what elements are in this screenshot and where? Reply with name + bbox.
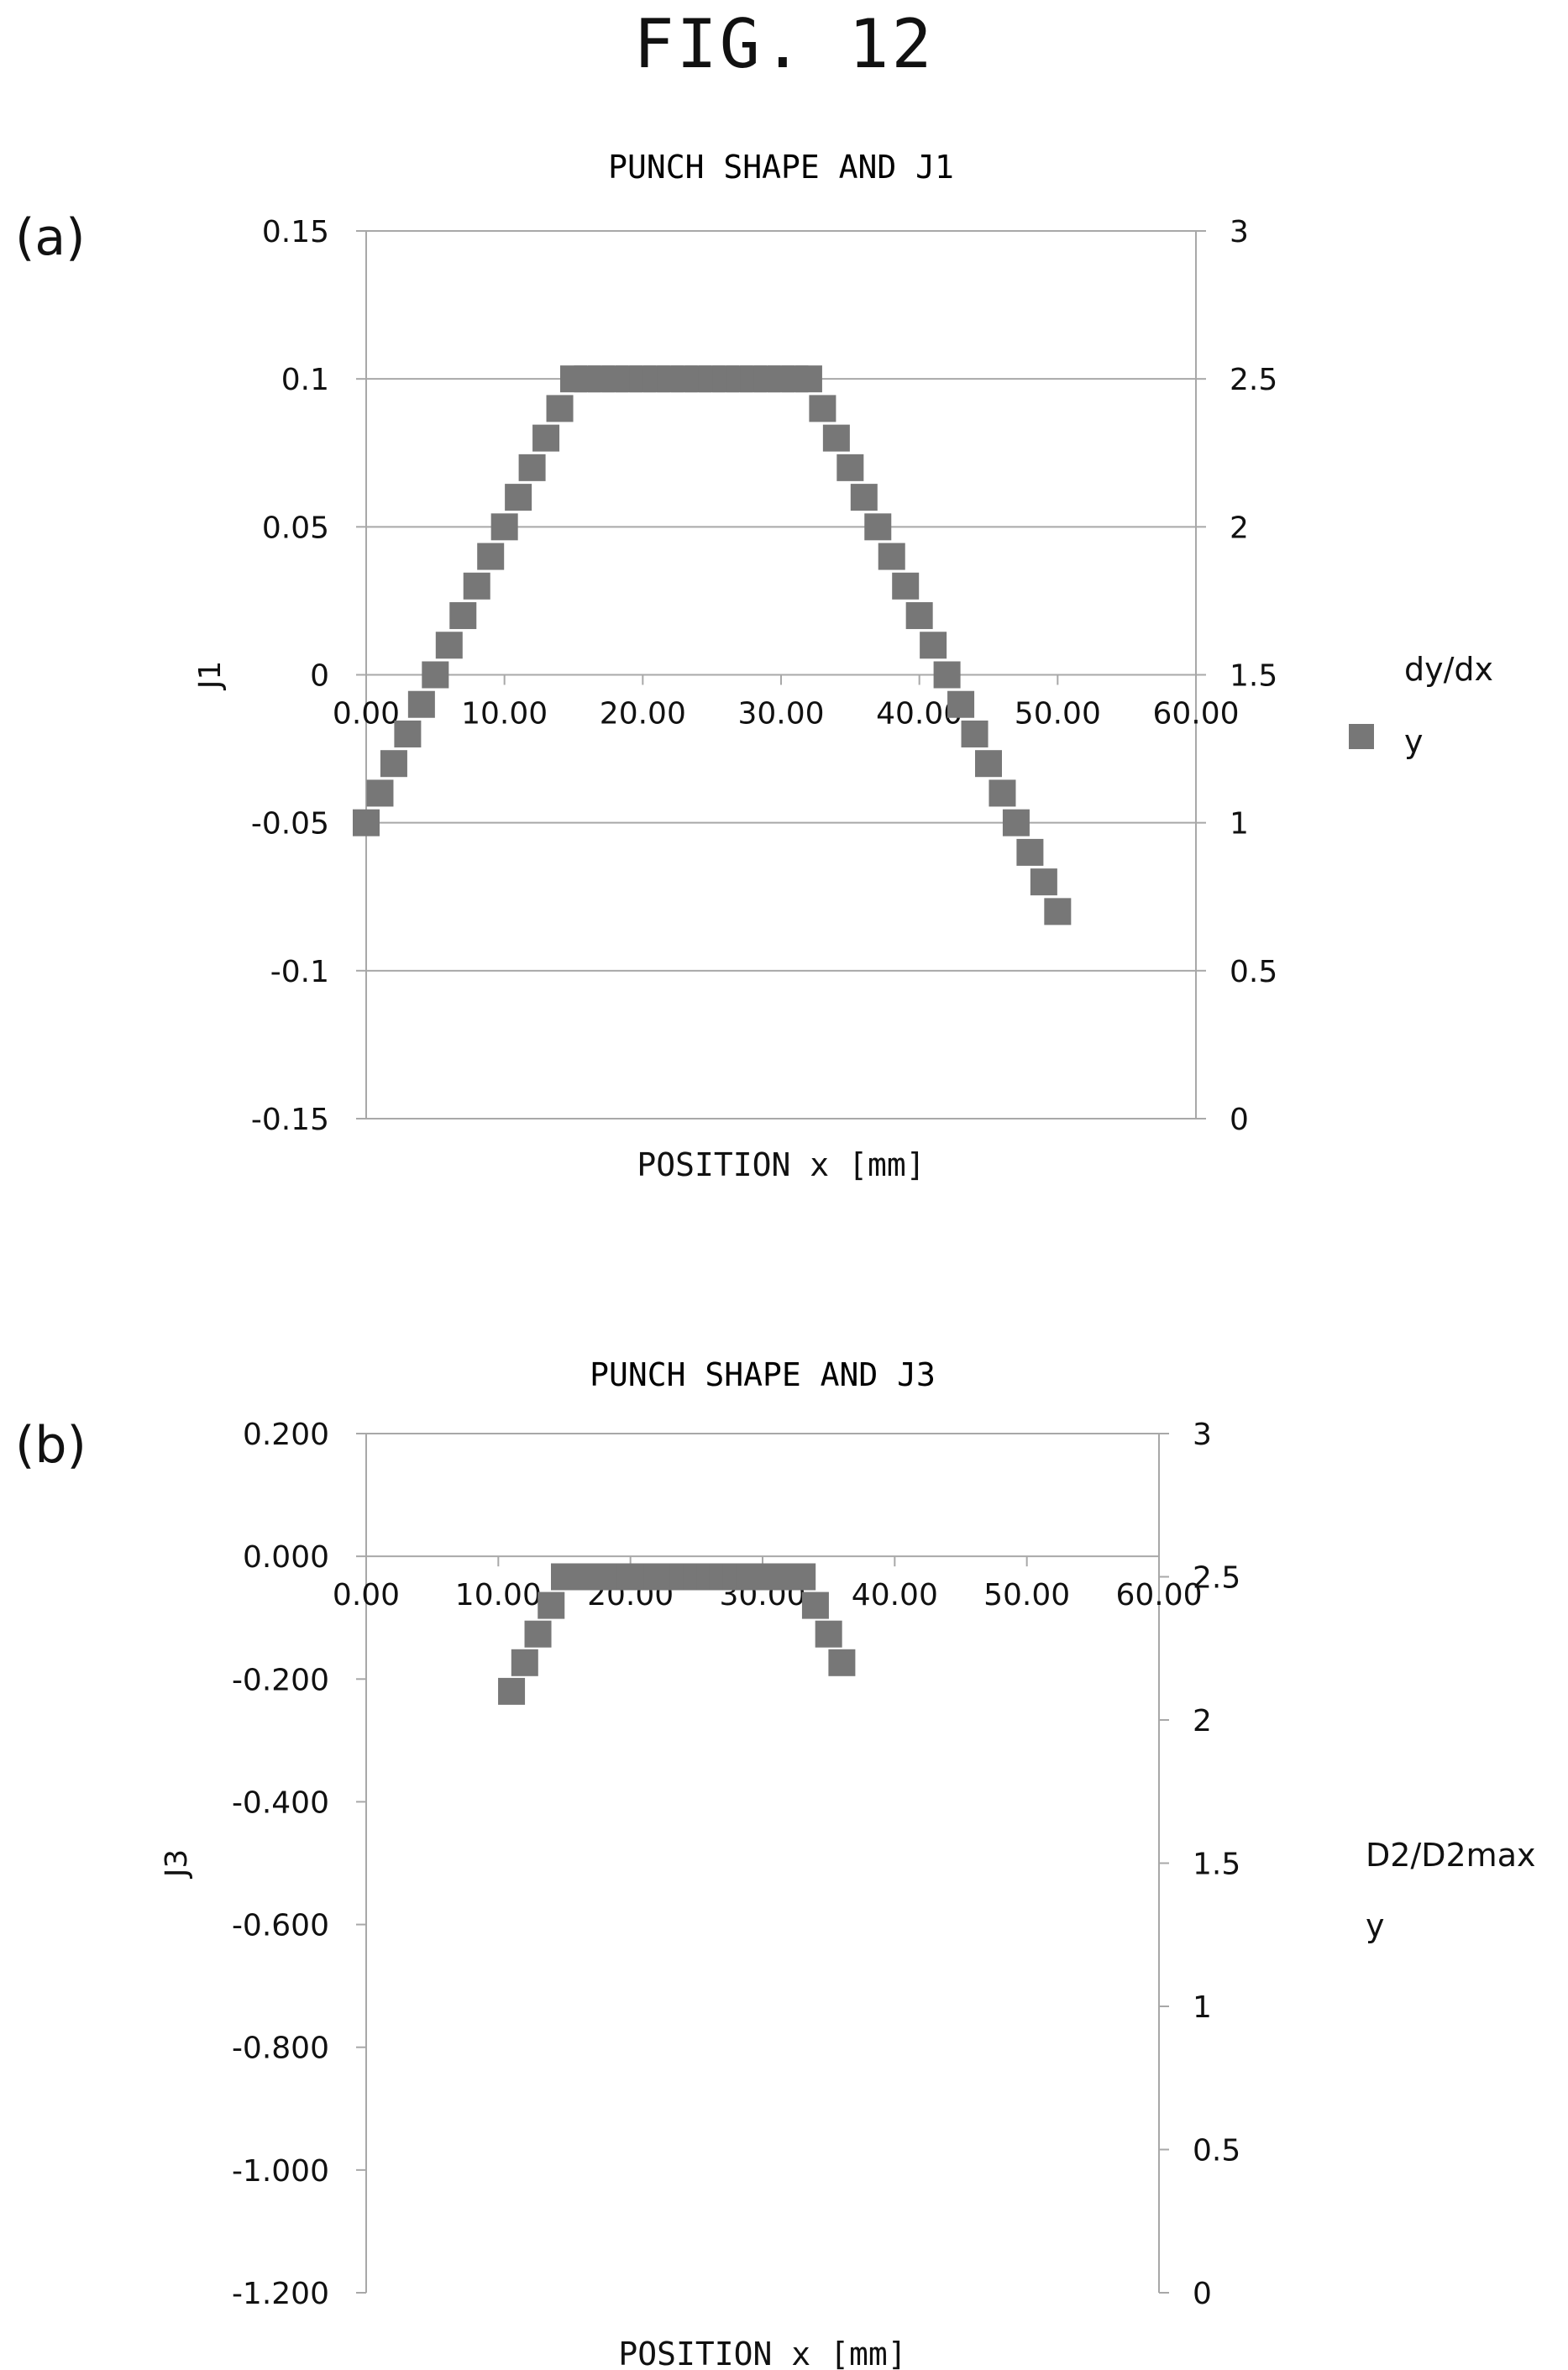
- charta-xtick-label-1: 10.00: [461, 697, 548, 731]
- charta-y2tick-label-5: 2.5: [1230, 363, 1277, 397]
- chartb-xtick-label-1: 10.00: [455, 1578, 542, 1612]
- charta-point-0-3: [394, 720, 422, 747]
- chartb-legend-title: D2/D2max: [1366, 1837, 1535, 1874]
- charta-point-0-48: [1016, 838, 1044, 866]
- charta-point-0-45: [975, 750, 1002, 778]
- charta-point-0-5: [422, 661, 449, 689]
- charta-point-0-34: [822, 424, 850, 452]
- charta-point-0-46: [989, 779, 1016, 807]
- chartb-y2tick-label-4: 2: [1193, 1704, 1212, 1738]
- charta-ytick-label-3: 0: [310, 659, 329, 694]
- charta-point-0-1: [366, 779, 394, 807]
- chartb-title: PUNCH SHAPE AND J3: [590, 1356, 936, 1393]
- charta-y2tick-label-0: 0: [1230, 1103, 1249, 1137]
- chartb-ylabel: J3: [160, 1849, 194, 1880]
- charta-point-0-38: [878, 543, 905, 570]
- panel-label-a: (a): [15, 208, 86, 267]
- charta-ytick-label-1: -0.1: [270, 955, 329, 989]
- chartb-xlabel: POSITION x [mm]: [618, 2336, 906, 2370]
- charta-y2tick-label-2: 1: [1230, 807, 1249, 842]
- charta-point-0-7: [449, 602, 477, 630]
- charta-point-0-41: [920, 632, 947, 659]
- charta-point-0-36: [850, 484, 878, 511]
- charta-point-0-12: [518, 454, 546, 481]
- chartb-y2tick-label-0: 0: [1193, 2277, 1212, 2311]
- chartb-point-0-25: [828, 1649, 856, 1676]
- charta-legend-title: dy/dx: [1404, 651, 1493, 688]
- chartb-point-0-24: [815, 1620, 842, 1648]
- charta-xlabel: POSITION x [mm]: [637, 1146, 925, 1183]
- panel-label-b: (b): [15, 1416, 87, 1475]
- chartb-y2tick-label-5: 2.5: [1193, 1561, 1240, 1596]
- charta-ytick-label-4: 0.05: [262, 511, 329, 545]
- chartb-y2tick-label-2: 1: [1193, 1990, 1212, 2025]
- charta-point-0-35: [836, 454, 864, 481]
- charta-ytick-label-2: -0.05: [251, 807, 329, 842]
- charta-point-0-39: [892, 572, 920, 600]
- chartb-xtick-label-0: 0.00: [333, 1578, 400, 1612]
- charta-xtick-label-5: 50.00: [1015, 697, 1101, 731]
- charta-point-0-40: [905, 602, 933, 630]
- charta-xtick-label-3: 30.00: [737, 697, 824, 731]
- chartb-legend-entry: y: [1366, 1907, 1385, 1944]
- chartb-ytick-label-0: -1.200: [232, 2277, 329, 2311]
- charta-xtick-label-2: 20.00: [600, 697, 686, 731]
- charta-point-0-0: [353, 809, 380, 836]
- chartb-ytick-label-1: -1.000: [232, 2154, 329, 2189]
- charta-ylabel: J1: [193, 661, 228, 691]
- charta-title: PUNCH SHAPE AND J1: [608, 149, 954, 186]
- charta-legend-marker: [1349, 724, 1374, 749]
- charta-point-0-4: [407, 690, 435, 718]
- charta-y2tick-label-3: 1.5: [1230, 659, 1277, 694]
- charta-point-0-13: [532, 424, 560, 452]
- chartb-y2tick-label-3: 1.5: [1193, 1848, 1240, 1882]
- chartb-xtick-label-5: 50.00: [983, 1578, 1070, 1612]
- chartb-xtick-label-6: 60.00: [1115, 1578, 1202, 1612]
- charta-point-0-11: [505, 484, 532, 511]
- chartb-point-0-23: [801, 1591, 829, 1619]
- charta-point-0-42: [933, 661, 961, 689]
- charta-point-0-43: [947, 690, 975, 718]
- figure-title: FIG. 12: [633, 5, 935, 83]
- charta-point-0-10: [490, 513, 518, 541]
- chartb-ytick-label-7: 0.200: [243, 1418, 329, 1452]
- charta-point-0-32: [794, 365, 822, 393]
- charta-point-0-9: [477, 543, 505, 570]
- chartb-point-0-3: [538, 1591, 565, 1619]
- charta-point-0-6: [435, 632, 463, 659]
- chartb-point-0-0: [498, 1677, 526, 1705]
- chartb-point-0-2: [524, 1620, 552, 1648]
- charta-xtick-label-0: 0.00: [333, 697, 400, 731]
- charta-y2tick-label-6: 3: [1230, 215, 1249, 249]
- chartb-point-0-22: [789, 1563, 816, 1591]
- charta-point-0-37: [864, 513, 892, 541]
- chartb-y2tick-label-1: 0.5: [1193, 2134, 1240, 2168]
- chartb-ytick-label-4: -0.400: [232, 1785, 329, 1820]
- charta-point-0-50: [1044, 898, 1072, 925]
- charta-point-0-2: [380, 750, 407, 778]
- chartb-ytick-label-5: -0.200: [232, 1663, 329, 1697]
- chartb-ytick-label-3: -0.600: [232, 1909, 329, 1943]
- charta-legend-entry: y: [1404, 723, 1424, 760]
- charta-ytick-label-6: 0.15: [262, 215, 329, 249]
- charta-y2tick-label-1: 0.5: [1230, 955, 1277, 989]
- charta-xtick-label-6: 60.00: [1152, 697, 1239, 731]
- chartb-ytick-label-6: 0.000: [243, 1540, 329, 1575]
- charta-y2tick-label-4: 2: [1230, 511, 1249, 545]
- charta-point-0-49: [1030, 868, 1057, 896]
- charta-point-0-44: [961, 720, 989, 747]
- chartb-point-0-1: [511, 1649, 538, 1676]
- charta-point-0-14: [546, 395, 574, 422]
- charta-point-0-33: [809, 395, 836, 422]
- charta-ytick-label-0: -0.15: [251, 1103, 329, 1137]
- charta-point-0-8: [463, 572, 490, 600]
- chartb-ytick-label-2: -0.800: [232, 2032, 329, 2066]
- charta-ytick-label-5: 0.1: [281, 363, 329, 397]
- chartb-xtick-label-4: 40.00: [852, 1578, 938, 1612]
- charta-point-0-47: [1002, 809, 1030, 836]
- chartb-y2tick-label-6: 3: [1193, 1418, 1212, 1452]
